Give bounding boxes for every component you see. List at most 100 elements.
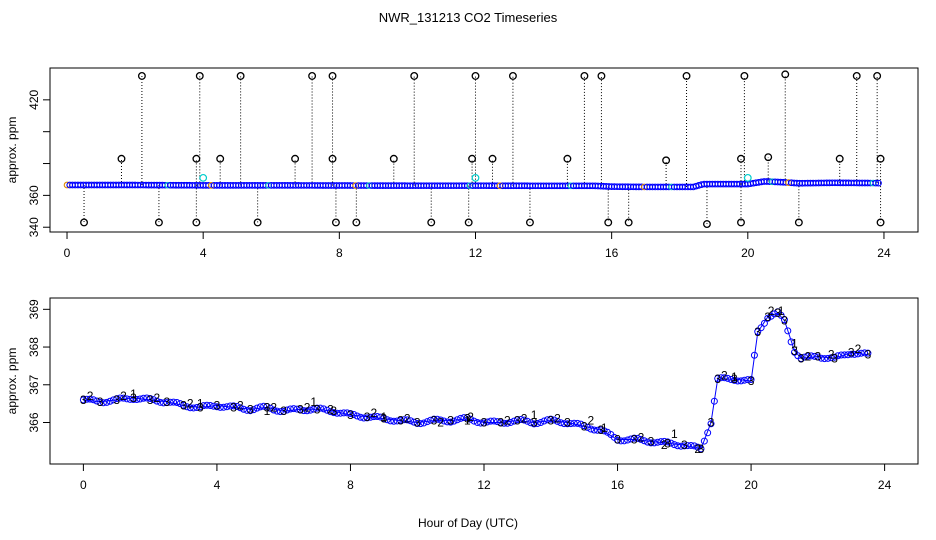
bottom-data-point (370, 413, 378, 421)
top-x-tick-label: 24 (877, 246, 891, 260)
bottom-data-point (557, 419, 565, 427)
bottom-data-point (273, 407, 281, 415)
bottom-data-point (170, 398, 178, 406)
bottom-data-point (864, 349, 872, 357)
top-axes: 0 4 8 12 16 20 24 340 360 420 (27, 90, 891, 260)
bottom-data-point (804, 352, 812, 360)
bottom-data-point (831, 353, 839, 361)
bottom-series-2-marker: 2 (694, 442, 701, 456)
bottom-series-1-marker: 1 (381, 410, 388, 424)
bottom-series-3-marker: 3 (330, 404, 337, 418)
bottom-data-point (590, 426, 598, 434)
bottom-data-point (230, 402, 238, 410)
bottom-data-point (627, 435, 635, 443)
bottom-data-point (600, 427, 608, 435)
top-high-spike-point (682, 72, 691, 80)
bottom-data-point (393, 417, 401, 425)
bottom-data-point (533, 420, 541, 428)
bottom-data-point (483, 418, 491, 426)
top-marks (63, 70, 885, 228)
bottom-series-3-marker: 3 (681, 438, 688, 452)
bottom-data-point (83, 395, 91, 403)
bottom-series-3-marker: 3 (708, 416, 715, 430)
bottom-data-point (139, 394, 147, 402)
bottom-series-2-marker: 2 (327, 402, 334, 416)
bottom-series-3-marker: 3 (414, 416, 421, 430)
bottom-series-3-marker: 3 (831, 351, 838, 365)
bottom-data-point (667, 439, 675, 447)
bottom-data-point (547, 415, 555, 423)
bottom-series-3-marker: 3 (564, 416, 571, 430)
bottom-data-point (577, 420, 585, 428)
top-low-spike-point (624, 218, 633, 227)
bottom-data-point (737, 377, 745, 385)
top-mid-spike-point (876, 154, 885, 163)
bottom-data-point (477, 419, 485, 427)
bottom-series-3-marker: 3 (80, 393, 87, 407)
bottom-data-point (397, 416, 405, 424)
bottom-data-point (497, 419, 505, 427)
bottom-data-point (146, 395, 154, 403)
bottom-data-point (203, 401, 211, 409)
bottom-data-point (236, 404, 244, 412)
top-mid-spike-point (764, 153, 773, 162)
bottom-data-point (664, 438, 672, 446)
bottom-data-point (153, 397, 161, 405)
bottom-data-point (463, 414, 471, 422)
bottom-data-point (437, 416, 445, 424)
bottom-data-point (453, 416, 461, 424)
bottom-series-3-marker: 3 (464, 412, 471, 426)
bottom-series-3-marker: 3 (497, 416, 504, 430)
bottom-series-1-marker: 1 (310, 395, 317, 409)
top-x-tick-label: 0 (64, 246, 71, 260)
top-high-spike-point (328, 72, 337, 80)
bottom-data-point (540, 417, 548, 425)
bottom-data-point (180, 401, 188, 409)
bottom-series-3-marker: 3 (314, 402, 321, 416)
bottom-data-point (186, 404, 194, 412)
bottom-data-point (614, 436, 622, 444)
bottom-data-point (714, 374, 722, 382)
bottom-data-point (306, 406, 314, 414)
bottom-series-3-marker: 3 (547, 414, 554, 428)
bottom-series-3-marker: 3 (664, 436, 671, 450)
bottom-series-3-marker: 3 (230, 400, 237, 414)
bottom-series-3-marker: 3 (815, 349, 822, 363)
bottom-data-point (260, 402, 268, 410)
bottom-data-point (433, 415, 441, 423)
bottom-data-point (553, 417, 561, 425)
bottom-data-point (313, 404, 321, 412)
bottom-data-point (844, 351, 852, 359)
bottom-data-point (263, 402, 271, 410)
top-panel: approx. ppm 0 4 8 12 16 20 24 340 360 420 (5, 67, 919, 260)
top-mid-spike-point (835, 154, 844, 163)
bottom-series-2-marker: 2 (661, 438, 668, 452)
bottom-data-point (563, 420, 571, 428)
bottom-data-point (573, 419, 581, 427)
bottom-x-tick-label: 0 (80, 478, 87, 492)
bottom-series-3-marker: 3 (714, 372, 721, 386)
bottom-data-point (800, 353, 808, 361)
bottom-data-point (480, 419, 488, 427)
bottom-x-tick-label: 24 (878, 478, 892, 492)
bottom-data-point (280, 407, 288, 415)
bottom-data-point (86, 395, 94, 403)
bottom-data-point (383, 416, 391, 424)
bottom-y-tick-label: 368 (27, 337, 41, 357)
bottom-data-point (583, 423, 591, 431)
top-y-tick-label: 340 (27, 217, 41, 237)
bottom-series-2-marker: 2 (404, 412, 411, 426)
bottom-data-point (787, 338, 795, 346)
bottom-data-point (637, 435, 645, 443)
bottom-data-point (634, 434, 642, 442)
top-high-spike-point (740, 72, 749, 80)
bottom-data-point (156, 398, 164, 406)
bottom-series-1-marker: 1 (791, 336, 798, 350)
bottom-data-point (413, 420, 421, 428)
bottom-series-3-marker: 3 (147, 393, 154, 407)
bottom-data-point (624, 436, 632, 444)
bottom-data-point (103, 398, 111, 406)
bottom-data-point (213, 403, 221, 411)
